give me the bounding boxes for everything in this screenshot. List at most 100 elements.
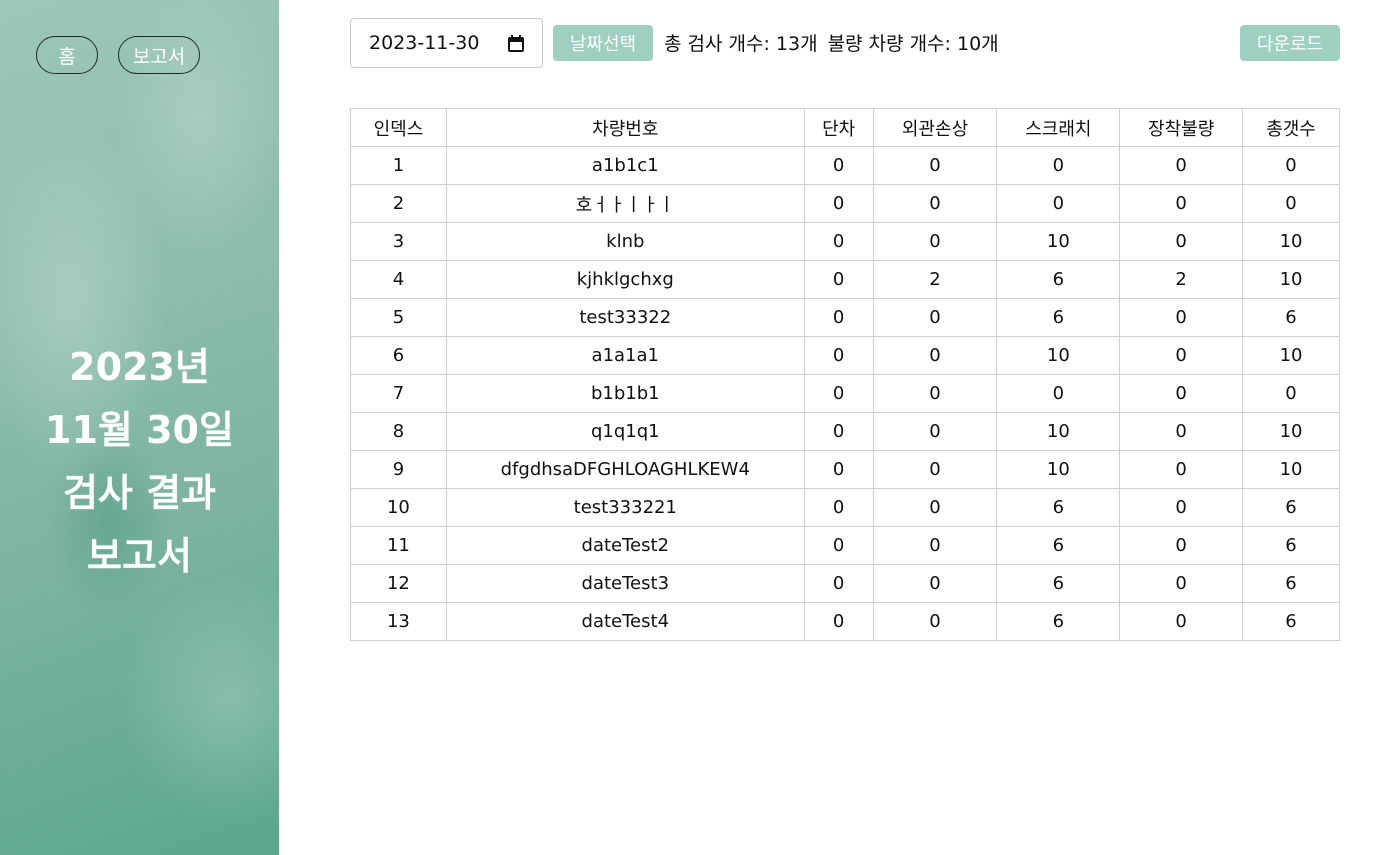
cell-mounting-defect: 0 (1119, 488, 1244, 527)
cell-scratch: 6 (996, 298, 1121, 337)
cell-index: 12 (350, 564, 447, 603)
cell-exterior-damage: 0 (872, 146, 998, 185)
cell-gap: 0 (803, 602, 874, 641)
cell-exterior-damage: 0 (872, 336, 998, 375)
cell-scratch: 6 (996, 564, 1121, 603)
cell-index: 2 (350, 184, 447, 223)
cell-exterior-damage: 0 (872, 564, 998, 603)
cell-index: 13 (350, 602, 447, 641)
table-row: 1 a1b1c1 0 0 0 0 0 (350, 146, 1340, 185)
cell-gap: 0 (803, 146, 874, 185)
download-button[interactable]: 다운로드 (1240, 25, 1340, 61)
cell-total: 6 (1242, 564, 1340, 603)
inspection-summary: 총 검사 개수: 13개 불량 차량 개수: 10개 (664, 30, 999, 58)
cell-scratch: 10 (996, 222, 1121, 261)
cell-mounting-defect: 0 (1119, 146, 1244, 185)
cell-scratch: 0 (996, 146, 1121, 185)
cell-exterior-damage: 0 (872, 298, 998, 337)
header-total: 총갯수 (1242, 108, 1340, 147)
date-input[interactable]: 2023-11-30 (350, 18, 543, 68)
cell-total: 0 (1242, 146, 1340, 185)
header-mounting-defect: 장착불량 (1119, 108, 1244, 147)
table-header-row: 인덱스 차량번호 단차 외관손상 스크래치 장착불량 총갯수 (350, 108, 1340, 147)
cell-index: 9 (350, 450, 447, 489)
table-row: 2 호ㅓㅏㅣㅏㅣ 0 0 0 0 0 (350, 184, 1340, 223)
cell-total: 10 (1242, 336, 1340, 375)
cell-scratch: 10 (996, 450, 1121, 489)
cell-mounting-defect: 0 (1119, 336, 1244, 375)
cell-vehicle-number: q1q1q1 (445, 412, 805, 451)
table-row: 6 a1a1a1 0 0 10 0 10 (350, 336, 1340, 375)
page-title-line: 보고서 (87, 534, 192, 578)
cell-vehicle-number: dateTest2 (445, 526, 805, 565)
cell-mounting-defect: 0 (1119, 526, 1244, 565)
cell-gap: 0 (803, 298, 874, 337)
cell-vehicle-number: test333221 (445, 488, 805, 527)
cell-index: 4 (350, 260, 447, 299)
cell-gap: 0 (803, 222, 874, 261)
cell-gap: 0 (803, 412, 874, 451)
cell-mounting-defect: 0 (1119, 374, 1244, 413)
table-row: 3 klnb 0 0 10 0 10 (350, 222, 1340, 261)
calendar-icon[interactable] (508, 34, 524, 52)
cell-total: 6 (1242, 526, 1340, 565)
cell-index: 5 (350, 298, 447, 337)
report-button[interactable]: 보고서 (118, 36, 200, 74)
cell-scratch: 10 (996, 412, 1121, 451)
header-exterior-damage: 외관손상 (872, 108, 998, 147)
table-row: 11 dateTest2 0 0 6 0 6 (350, 526, 1340, 565)
cell-total: 10 (1242, 260, 1340, 299)
cell-vehicle-number: a1b1c1 (445, 146, 805, 185)
page-title-line: 검사 결과 (62, 471, 217, 515)
cell-index: 7 (350, 374, 447, 413)
cell-exterior-damage: 0 (872, 450, 998, 489)
cell-gap: 0 (803, 526, 874, 565)
cell-vehicle-number: dateTest3 (445, 564, 805, 603)
cell-scratch: 6 (996, 488, 1121, 527)
cell-gap: 0 (803, 336, 874, 375)
defective-vehicles-text: 불량 차량 개수: 10개 (827, 33, 999, 55)
cell-exterior-damage: 0 (872, 374, 998, 413)
cell-mounting-defect: 0 (1119, 602, 1244, 641)
table-row: 12 dateTest3 0 0 6 0 6 (350, 564, 1340, 603)
table-row: 10 test333221 0 0 6 0 6 (350, 488, 1340, 527)
cell-vehicle-number: dfgdhsaDFGHLOAGHLKEW4 (445, 450, 805, 489)
cell-total: 6 (1242, 488, 1340, 527)
cell-scratch: 6 (996, 526, 1121, 565)
cell-mounting-defect: 0 (1119, 564, 1244, 603)
cell-gap: 0 (803, 564, 874, 603)
cell-mounting-defect: 0 (1119, 184, 1244, 223)
cell-exterior-damage: 0 (872, 412, 998, 451)
cell-gap: 0 (803, 184, 874, 223)
page-title-line: 11월 30일 (45, 408, 234, 452)
cell-scratch: 6 (996, 260, 1121, 299)
sidebar: 홈 보고서 2023년 11월 30일 검사 결과 보고서 (0, 0, 279, 855)
cell-total: 10 (1242, 450, 1340, 489)
cell-total: 10 (1242, 412, 1340, 451)
cell-vehicle-number: klnb (445, 222, 805, 261)
cell-index: 6 (350, 336, 447, 375)
select-date-button[interactable]: 날짜선택 (553, 25, 653, 61)
cell-exterior-damage: 0 (872, 488, 998, 527)
cell-scratch: 10 (996, 336, 1121, 375)
cell-mounting-defect: 0 (1119, 450, 1244, 489)
home-button[interactable]: 홈 (36, 36, 98, 74)
cell-gap: 0 (803, 488, 874, 527)
cell-exterior-damage: 0 (872, 184, 998, 223)
cell-total: 6 (1242, 602, 1340, 641)
table-row: 9 dfgdhsaDFGHLOAGHLKEW4 0 0 10 0 10 (350, 450, 1340, 489)
header-vehicle-number: 차량번호 (445, 108, 805, 147)
cell-vehicle-number: a1a1a1 (445, 336, 805, 375)
cell-index: 1 (350, 146, 447, 185)
cell-index: 8 (350, 412, 447, 451)
cell-total: 10 (1242, 222, 1340, 261)
cell-gap: 0 (803, 450, 874, 489)
cell-vehicle-number: 호ㅓㅏㅣㅏㅣ (445, 184, 805, 223)
cell-total: 0 (1242, 374, 1340, 413)
cell-mounting-defect: 0 (1119, 222, 1244, 261)
date-value: 2023-11-30 (369, 32, 480, 54)
cell-scratch: 6 (996, 602, 1121, 641)
cell-scratch: 0 (996, 184, 1121, 223)
header-scratch: 스크래치 (996, 108, 1121, 147)
table-body: 1 a1b1c1 0 0 0 0 0 2 호ㅓㅏㅣㅏㅣ 0 0 0 0 0 3 klnb 0 0 10 0 10 4 kjh… (350, 146, 1340, 641)
